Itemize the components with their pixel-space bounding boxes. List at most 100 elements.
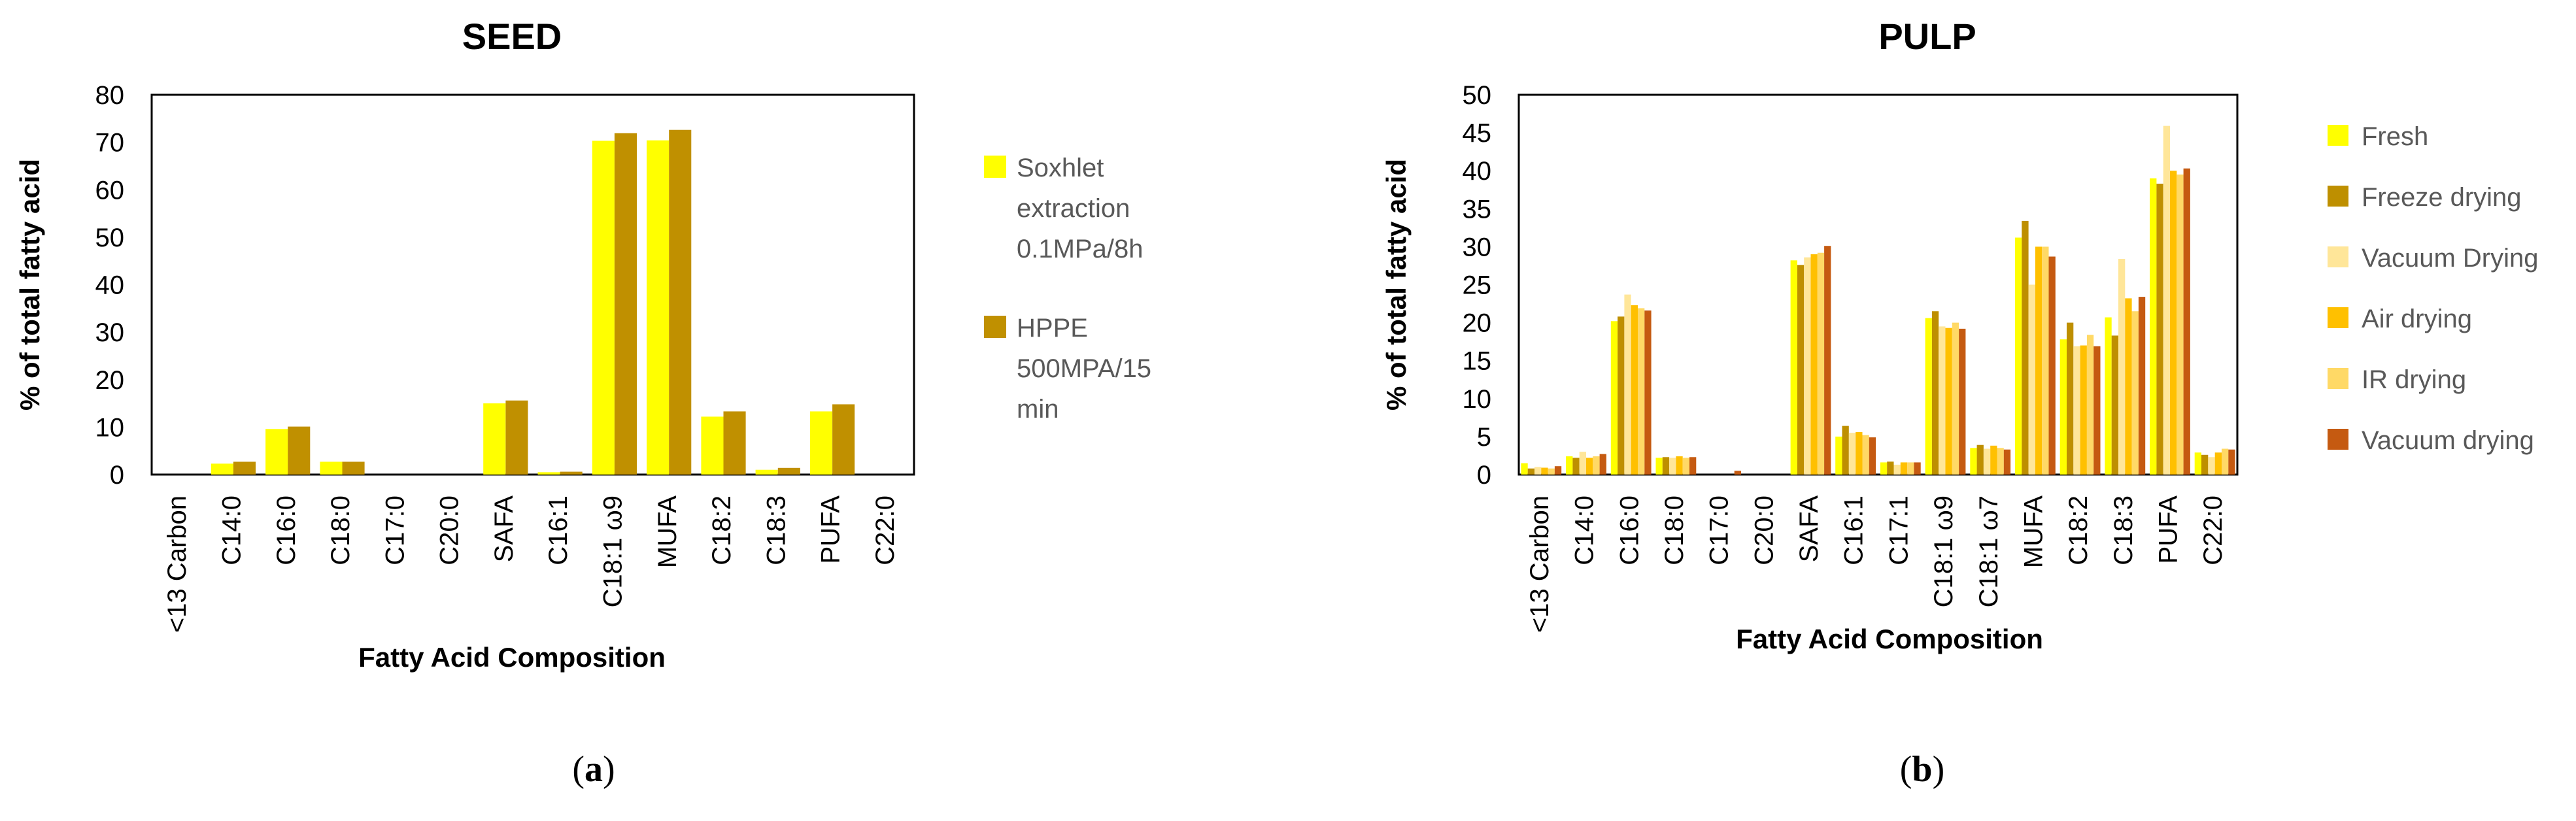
x-tick-label: C14:0 xyxy=(1570,495,1599,565)
bar-2-s2-c1 xyxy=(1579,452,1586,475)
bar-2-s2-c14 xyxy=(2163,126,2170,475)
bar-2-s3-c7 xyxy=(1856,431,1863,475)
bar-1-s0-c2 xyxy=(265,429,288,475)
legend-swatch xyxy=(984,156,1006,178)
legend-label-line: HPPE xyxy=(1017,314,1088,343)
bar-2-s3-c12 xyxy=(2080,345,2087,475)
x-tick-label: C20:0 xyxy=(435,495,464,565)
bar-2-s0-c14 xyxy=(2150,178,2157,475)
y-tick-label: 0 xyxy=(110,461,124,490)
x-axis-label: Fatty Acid Composition xyxy=(358,642,666,673)
bar-2-s4-c2 xyxy=(1638,308,1645,475)
bar-1-s1-c1 xyxy=(233,461,256,475)
legend-swatch xyxy=(2328,125,2348,146)
panel-label-close: ) xyxy=(1933,749,1945,790)
chart-panel-2: PULP 0 5 10 15 20 25 30 35 40 45 50 % of total fatty… xyxy=(1381,16,2538,790)
bar-2-s5-c7 xyxy=(1869,437,1876,475)
bar-2-s0-c2 xyxy=(1610,321,1618,475)
bar-2-s1-c3 xyxy=(1662,457,1670,475)
y-tick-label: 35 xyxy=(1463,195,1492,224)
bar-2-s4-c1 xyxy=(1593,456,1600,475)
bar-2-s1-c8 xyxy=(1887,461,1894,475)
x-tick-label: C18:3 xyxy=(2109,495,2138,565)
bar-2-s1-c12 xyxy=(2067,322,2074,475)
chart-title: SEED xyxy=(462,16,562,57)
bar-1-s1-c8 xyxy=(614,133,637,475)
bar-2-s1-c11 xyxy=(2022,220,2029,475)
bar-2-s2-c11 xyxy=(2028,284,2035,475)
bar-2-s0-c10 xyxy=(1970,448,1977,475)
bar-2-s3-c1 xyxy=(1586,458,1593,475)
x-tick-label: C16:1 xyxy=(544,495,573,565)
y-tick-label: 30 xyxy=(95,318,125,347)
bar-2-s5-c3 xyxy=(1689,457,1697,475)
x-tick-label: MUFA xyxy=(2019,495,2048,568)
y-tick-label: 50 xyxy=(1463,81,1492,110)
x-tick-label: SAFA xyxy=(1795,495,1823,563)
bar-2-s5-c12 xyxy=(2093,346,2101,475)
y-tick-label: 0 xyxy=(1477,461,1491,490)
bar-2-s0-c0 xyxy=(1521,463,1528,475)
bar-2-s0-c3 xyxy=(1655,458,1663,475)
legend-label-line: Soxhlet xyxy=(1017,154,1104,182)
bar-2-s0-c9 xyxy=(1925,318,1932,475)
bar-2-s5-c8 xyxy=(1914,462,1921,475)
bar-2-s2-c13 xyxy=(2118,259,2126,475)
legend-label-line: 0.1MPa/8h xyxy=(1017,235,1143,263)
y-tick-label: 45 xyxy=(1463,119,1492,148)
y-axis-label: % of total fatty acid xyxy=(1381,159,1412,410)
x-axis-label: Fatty Acid Composition xyxy=(1736,624,2043,654)
bar-1-s0-c6 xyxy=(483,403,506,475)
x-tick-label: C16:0 xyxy=(1615,495,1644,565)
x-tick-label: PUFA xyxy=(817,495,845,564)
bar-2-s3-c0 xyxy=(1541,467,1548,475)
bar-2-s3-c11 xyxy=(2035,246,2042,475)
x-tick-label: C22:0 xyxy=(2199,495,2228,565)
bar-2-s4-c14 xyxy=(2177,175,2184,475)
bar-2-s5-c10 xyxy=(2003,449,2011,475)
x-tick-label: C16:1 xyxy=(1840,495,1869,565)
bar-2-s4-c10 xyxy=(1997,448,2004,475)
bar-2-s0-c6 xyxy=(1790,260,1797,475)
bar-2-s5-c4 xyxy=(1734,471,1741,475)
bar-2-s2-c15 xyxy=(2208,457,2215,475)
panel-label: (b) xyxy=(1900,749,1944,790)
bar-2-s5-c11 xyxy=(2048,256,2056,475)
bar-2-s2-c0 xyxy=(1534,467,1542,475)
bar-2-s1-c2 xyxy=(1618,316,1625,475)
x-tick-label: C17:1 xyxy=(1884,495,1913,565)
chart-title: PULP xyxy=(1878,16,1976,57)
bar-2-s1-c6 xyxy=(1797,265,1805,475)
y-tick-label: 60 xyxy=(95,176,125,205)
bar-2-s1-c15 xyxy=(2201,454,2209,475)
bar-2-s1-c0 xyxy=(1527,468,1534,475)
x-tick-label: C18:3 xyxy=(762,495,790,565)
x-tick-label: C18:1 ω9 xyxy=(598,495,627,607)
bar-1-s1-c12 xyxy=(832,404,855,475)
bar-2-s4-c11 xyxy=(2042,246,2049,475)
bar-2-s4-c13 xyxy=(2131,311,2139,475)
bar-2-s1-c13 xyxy=(2111,335,2118,475)
legend-label: Vacuum Drying xyxy=(2362,244,2538,273)
y-tick-label: 70 xyxy=(95,129,125,158)
bar-2-s4-c9 xyxy=(1952,322,1959,475)
y-tick-label: 10 xyxy=(1463,385,1492,414)
legend-label: Freeze drying xyxy=(2362,183,2522,212)
plot-area-frame xyxy=(150,93,915,476)
bar-2-s0-c7 xyxy=(1835,436,1842,475)
panel-label-open: ( xyxy=(572,749,585,790)
bar-2-s2-c3 xyxy=(1669,458,1676,475)
bar-2-s0-c11 xyxy=(2015,237,2022,475)
bar-2-s3-c2 xyxy=(1631,305,1638,475)
y-tick-label: 15 xyxy=(1463,347,1492,376)
bar-2-s1-c10 xyxy=(1976,444,1984,475)
bar-1-s0-c3 xyxy=(320,461,343,475)
x-tick-label: C17:0 xyxy=(1705,495,1734,565)
y-tick-label: 25 xyxy=(1463,271,1492,300)
x-tick-label: C16:0 xyxy=(272,495,301,565)
bar-2-s5-c6 xyxy=(1824,246,1831,475)
bar-2-s1-c14 xyxy=(2156,184,2163,475)
bar-1-s0-c10 xyxy=(701,416,724,475)
